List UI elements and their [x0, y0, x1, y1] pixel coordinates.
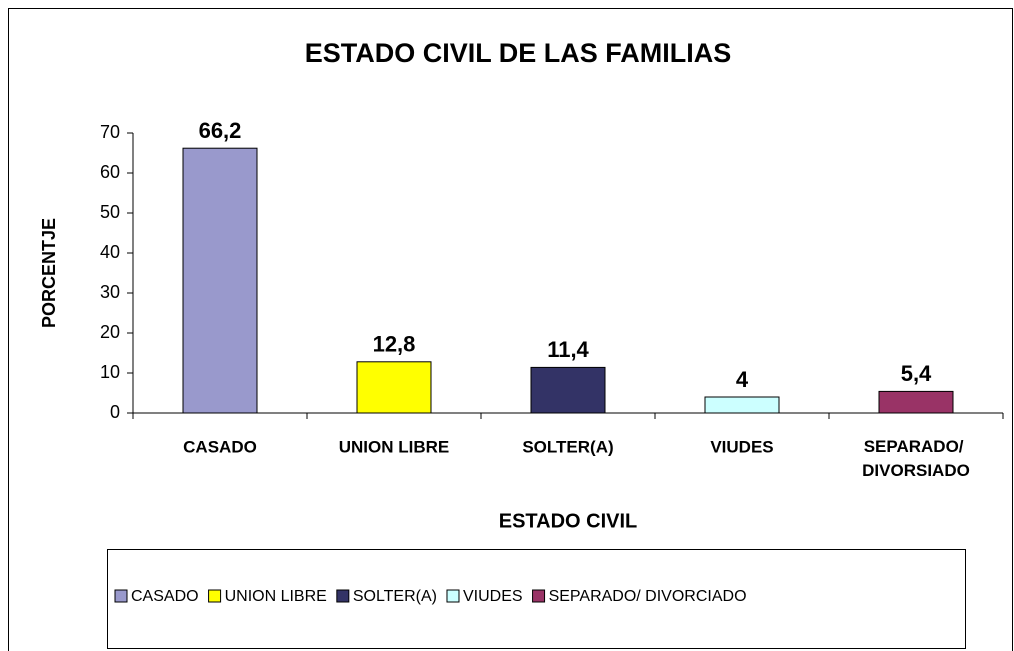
data-label: 66,2 — [199, 118, 242, 143]
data-label: 4 — [736, 367, 749, 392]
y-tick-label: 50 — [100, 202, 120, 222]
data-label: 11,4 — [547, 337, 589, 362]
y-tick-label: 60 — [100, 162, 120, 182]
x-tick-label: UNION LIBRE — [339, 437, 450, 456]
data-label: 12,8 — [373, 332, 416, 357]
x-tick-label: SEPARADO/ DIVORSIADO — [862, 437, 970, 480]
bar — [356, 361, 432, 414]
chart-title: ESTADO CIVIL DE LAS FAMILIAS — [305, 38, 732, 68]
bar — [182, 147, 258, 414]
legend-swatch — [114, 589, 128, 603]
legend-label: SEPARADO/ DIVORCIADO — [549, 588, 747, 605]
y-tick-label: 10 — [100, 362, 120, 382]
legend-label: VIUDES — [463, 588, 523, 605]
legend-label: UNION LIBRE — [225, 588, 327, 605]
legend-swatch — [336, 589, 350, 603]
y-tick-label: 20 — [100, 322, 120, 342]
legend-swatch — [208, 589, 222, 603]
x-tick-label: CASADO — [183, 437, 257, 456]
legend-swatch — [532, 589, 546, 603]
y-tick-label: 40 — [100, 242, 120, 262]
legend-swatch — [446, 589, 460, 603]
x-tick-label: SOLTER(A) — [522, 437, 613, 456]
y-axis-label: PORCENTJE — [39, 218, 59, 328]
bar — [878, 390, 954, 414]
bar — [704, 396, 780, 414]
x-tick-label: VIUDES — [710, 437, 773, 456]
y-tick-label: 70 — [100, 122, 120, 142]
y-tick-label: 30 — [100, 282, 120, 302]
y-tick-label: 0 — [110, 402, 120, 422]
bar — [530, 366, 606, 414]
data-label: 5,4 — [901, 361, 932, 386]
legend-label: CASADO — [131, 588, 199, 605]
chart-frame — [8, 8, 1013, 651]
x-axis-label: ESTADO CIVIL — [499, 510, 638, 532]
legend-label: SOLTER(A) — [353, 588, 437, 605]
